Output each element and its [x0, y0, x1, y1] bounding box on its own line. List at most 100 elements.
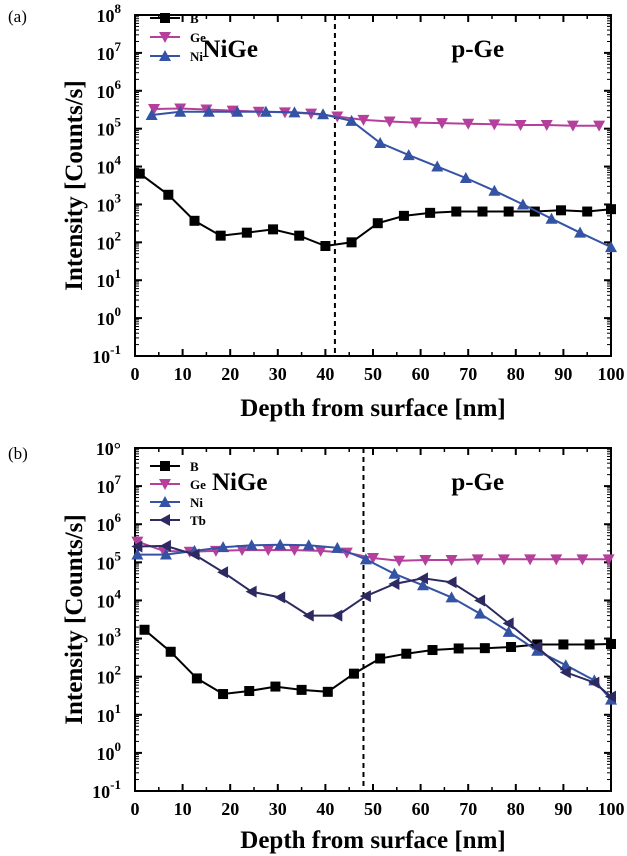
data-point-B: [477, 206, 488, 217]
y-tick-label: 10-1: [92, 777, 121, 802]
data-point-B: [556, 205, 567, 216]
x-tick-label: 70: [459, 799, 477, 819]
data-point-B: [584, 639, 595, 650]
data-point-Ni: [159, 548, 172, 560]
data-point-B: [606, 638, 616, 649]
data-point-Ge: [409, 117, 422, 129]
y-tick-label: 107: [97, 472, 122, 497]
data-point-Tb: [217, 566, 229, 579]
y-tick-label: 105: [97, 115, 122, 140]
data-point-Ge: [436, 118, 449, 130]
data-point-Ni: [516, 198, 529, 210]
data-point-B: [294, 230, 305, 241]
legend-label-Ge: Ge: [190, 30, 206, 45]
data-point-Ni: [488, 184, 501, 196]
data-point-B: [425, 207, 436, 218]
data-point-B: [163, 189, 174, 200]
data-point-Ni: [388, 567, 401, 579]
y-axis-label: Intensity [Counts/s]: [61, 514, 88, 724]
data-point-Ge: [262, 545, 275, 557]
data-point-B: [320, 241, 331, 252]
x-tick-label: 40: [316, 364, 334, 384]
data-point-Ge: [576, 554, 589, 566]
y-tick-label: 103: [97, 625, 122, 650]
y-tick-label: 10°: [96, 439, 121, 459]
data-point-Ni: [431, 160, 444, 172]
legend-label-Ge: Ge: [190, 477, 206, 492]
data-point-Ge: [148, 104, 161, 116]
y-tick-label: 102: [97, 663, 122, 688]
legend-marker-B: [160, 461, 170, 471]
data-point-Ni: [605, 241, 617, 253]
legend-label-B: B: [190, 11, 199, 26]
data-point-Tb: [388, 578, 400, 591]
data-point-Ge: [462, 118, 475, 130]
data-point-Ge: [419, 555, 432, 567]
data-point-Ni: [145, 108, 158, 120]
data-point-Ge: [497, 554, 510, 566]
y-tick-label: 106: [97, 77, 122, 102]
data-point-Ge: [514, 119, 527, 131]
data-point-Tb: [359, 590, 371, 603]
y-tick-label: 107: [97, 39, 122, 64]
data-point-Ni: [574, 226, 587, 238]
x-tick-label: 20: [221, 364, 239, 384]
data-point-Ge: [131, 536, 144, 548]
x-tick-label: 50: [364, 364, 382, 384]
data-point-B: [139, 624, 150, 635]
x-tick-label: 50: [364, 799, 382, 819]
y-tick-label: 100: [97, 739, 122, 764]
data-point-Ge: [602, 554, 615, 566]
data-point-B: [372, 218, 383, 229]
data-point-B: [503, 206, 514, 217]
data-point-B: [427, 645, 438, 656]
x-tick-label: 100: [598, 364, 625, 384]
data-point-Ni: [402, 149, 415, 161]
data-point-B: [191, 673, 202, 684]
data-point-Ge: [367, 552, 379, 564]
data-point-Ni: [502, 625, 515, 637]
data-point-B: [268, 224, 279, 235]
data-point-Ge: [540, 119, 553, 131]
series-line-Ge: [153, 107, 600, 127]
data-point-Tb: [559, 666, 571, 679]
data-point-Ge: [488, 119, 501, 131]
x-tick-label: 10: [174, 364, 192, 384]
x-tick-label: 30: [269, 364, 287, 384]
x-axis-label: Depth from surface [nm]: [240, 827, 505, 854]
data-point-Ni: [231, 105, 244, 117]
legend-marker-B: [160, 13, 170, 23]
data-point-Tb: [474, 594, 486, 607]
series-line-Ni: [137, 543, 612, 701]
data-point-Ge: [314, 545, 327, 557]
y-tick-label: 105: [97, 548, 122, 573]
legend-label-Ni: Ni: [190, 495, 203, 510]
region-label: NiGe: [202, 36, 258, 63]
data-point-Ge: [471, 554, 484, 566]
data-point-B: [606, 204, 616, 215]
data-point-Ni: [416, 579, 429, 591]
data-point-Tb: [245, 585, 257, 598]
data-point-B: [453, 643, 464, 654]
x-tick-label: 0: [131, 799, 140, 819]
data-point-B: [401, 648, 412, 659]
data-point-Ni: [317, 108, 330, 120]
legend-marker-Tb: [159, 514, 170, 526]
data-point-Ni: [331, 541, 344, 553]
y-tick-label: 106: [97, 510, 122, 535]
data-point-B: [322, 686, 333, 697]
data-point-Tb: [445, 576, 457, 589]
data-point-Tb: [159, 539, 171, 552]
region-label: p-Ge: [451, 36, 504, 63]
y-tick-label: 102: [97, 228, 122, 253]
y-axis-label: Intensity [Counts/s]: [61, 80, 88, 290]
y-tick-label: 101: [97, 266, 122, 291]
data-point-Ni: [459, 171, 472, 183]
panel-label: (b): [8, 444, 28, 463]
data-point-B: [451, 206, 462, 217]
data-point-Tb: [274, 591, 286, 604]
region-label: p-Ge: [451, 469, 504, 496]
data-point-Tb: [531, 641, 543, 654]
data-point-Ni: [545, 212, 558, 224]
